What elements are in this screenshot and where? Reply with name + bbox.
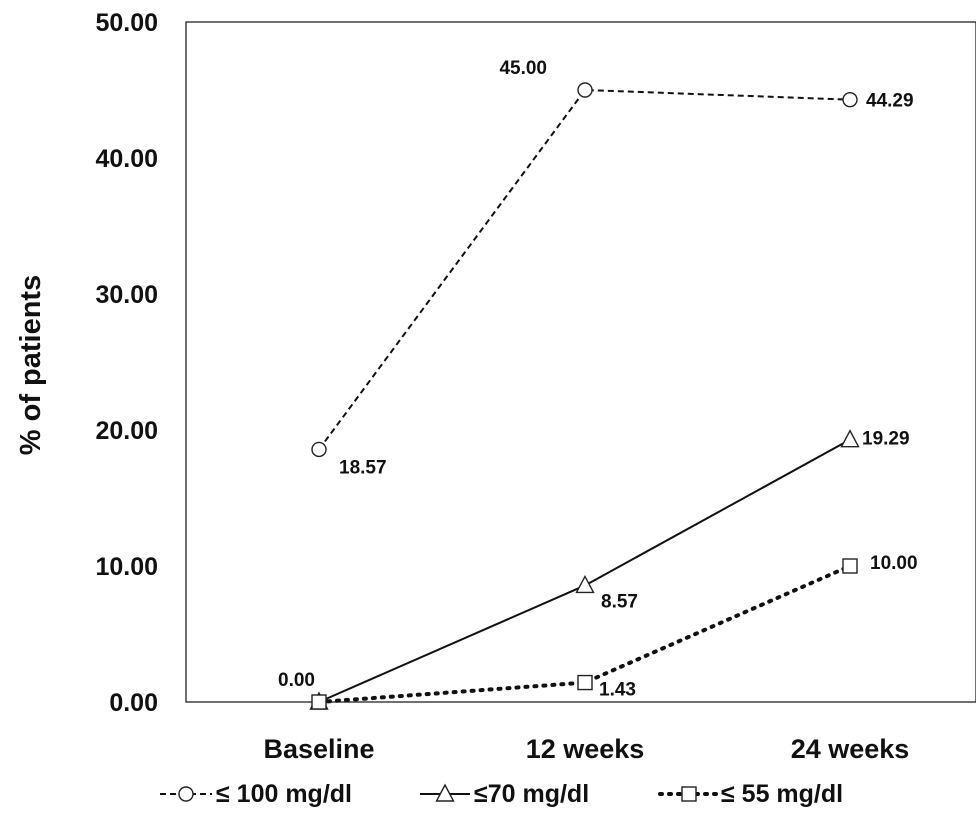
legend-label: ≤ 55 mg/dl: [721, 780, 843, 808]
data-label: 10.00: [870, 553, 918, 574]
circle-marker: [311, 441, 327, 458]
legend: ≤ 100 mg/dl ≤70 mg/dl ≤ 55 mg/dl: [160, 780, 843, 808]
y-tick-label: 30.00: [95, 281, 158, 309]
x-axis: Baseline 12 weeks 24 weeks: [263, 734, 909, 764]
legend-item: ≤70 mg/dl: [420, 780, 589, 808]
legend-square-icon: [681, 786, 697, 802]
y-tick-label: 10.00: [95, 553, 158, 581]
circle-marker: [842, 91, 858, 108]
data-label: 45.00: [499, 58, 547, 79]
y-axis: 0.00 10.00 20.00 30.00 40.00 50.00: [95, 9, 158, 717]
x-tick-label: 24 weeks: [791, 734, 910, 764]
data-labels: 18.57 45.00 44.29 0.00 8.57 19.29 1.43 10.00: [278, 58, 918, 701]
series-lines: [317, 88, 852, 704]
series-line-triangle: [318, 438, 851, 703]
circle-marker: [577, 82, 593, 98]
legend-triangle-icon: [435, 783, 455, 802]
legend-label: ≤ 100 mg/dl: [216, 780, 352, 808]
data-label: 0.00: [278, 670, 315, 691]
y-tick-label: 20.00: [95, 417, 158, 445]
square-marker: [577, 674, 593, 691]
data-label: 8.57: [601, 591, 638, 612]
legend-item: ≤ 100 mg/dl: [160, 780, 352, 808]
data-label: 1.43: [599, 680, 636, 701]
x-tick-label: 12 weeks: [526, 734, 645, 764]
triangle-marker: [575, 574, 595, 594]
legend-label: ≤70 mg/dl: [474, 780, 589, 808]
y-tick-label: 0.00: [109, 689, 158, 717]
plot-area-frame: [185, 21, 976, 703]
data-label: 44.29: [866, 91, 914, 112]
series-line-square: [317, 564, 852, 704]
x-tick-label: Baseline: [263, 734, 374, 764]
square-marker: [311, 694, 327, 710]
y-axis-title: % of patients: [15, 275, 47, 455]
legend-circle-icon: [178, 786, 194, 802]
square-marker: [842, 558, 858, 574]
series-line-circle: [318, 88, 851, 451]
triangle-marker: [840, 429, 860, 448]
legend-item: ≤ 55 mg/dl: [658, 780, 843, 808]
y-tick-label: 50.00: [95, 9, 158, 37]
series-markers: [309, 82, 860, 710]
data-label: 18.57: [339, 457, 387, 478]
data-label: 19.29: [862, 429, 910, 450]
y-tick-label: 40.00: [95, 145, 158, 173]
